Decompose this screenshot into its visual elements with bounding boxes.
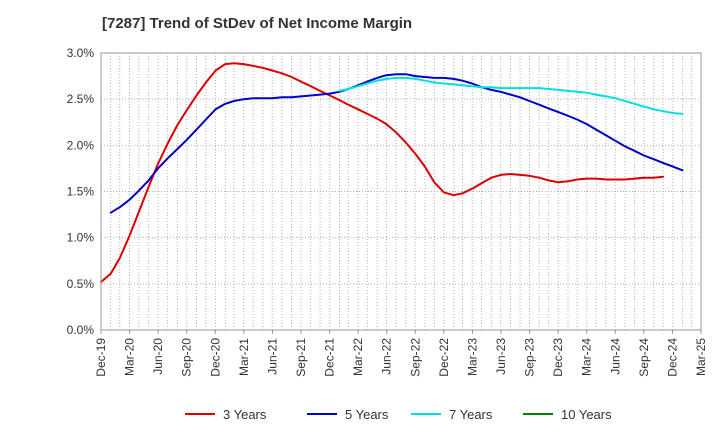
y-tick-label: 3.0% (67, 46, 95, 60)
x-tick-label: Mar-25 (694, 338, 708, 376)
x-tick-label: Mar-22 (351, 338, 365, 376)
x-tick-label: Jun-20 (151, 338, 165, 375)
x-tick-label: Sep-21 (294, 338, 308, 377)
legend: 3 Years 5 Years 7 Years 10 Years (185, 407, 612, 422)
x-tick-label: Mar-23 (465, 338, 479, 376)
series-line-3-years (100, 62, 665, 283)
x-tick-label: Mar-24 (580, 338, 594, 376)
x-tick-label: Jun-23 (494, 338, 508, 375)
x-tick-label: Dec-24 (665, 338, 679, 377)
y-tick-label: 0.0% (67, 323, 95, 337)
legend-label-3-years: 3 Years (223, 407, 267, 422)
x-tick-label: Sep-22 (408, 338, 422, 377)
x-tick-label: Dec-22 (437, 338, 451, 377)
y-tick-label: 2.5% (67, 92, 95, 106)
x-tick-label: Jun-22 (380, 338, 394, 375)
y-axis: 0.0% 0.5% 1.0% 1.5% 2.0% 2.5% 3.0% (67, 46, 95, 337)
x-axis: Dec-19 Mar-20 Jun-20 Sep-20 Dec-20 Mar-21 Jun-… (94, 330, 708, 377)
y-tick-label: 1.5% (67, 185, 95, 199)
legend-label-7-years: 7 Years (449, 407, 493, 422)
x-tick-label: Sep-23 (523, 338, 537, 377)
legend-label-10-years: 10 Years (561, 407, 612, 422)
x-tick-label: Jun-24 (608, 338, 622, 375)
x-tick-label: Sep-20 (180, 338, 194, 377)
x-tick-label: Jun-21 (265, 338, 279, 375)
series-line-7-years (338, 76, 684, 115)
x-tick-label: Dec-21 (323, 338, 337, 377)
x-tick-label: Mar-20 (123, 338, 137, 376)
chart-title: [7287] Trend of StDev of Net Income Marg… (102, 15, 413, 32)
series-line-5-years (109, 73, 684, 214)
y-tick-label: 0.5% (67, 277, 95, 291)
x-tick-label: Sep-24 (637, 338, 651, 377)
series-layer (100, 62, 684, 283)
y-tick-label: 1.0% (67, 231, 95, 245)
x-tick-label: Mar-21 (237, 338, 251, 376)
x-tick-label: Dec-19 (94, 338, 108, 377)
x-tick-label: Dec-20 (208, 338, 222, 377)
y-tick-label: 2.0% (67, 138, 95, 152)
legend-label-5-years: 5 Years (345, 407, 389, 422)
plot-frame (100, 52, 702, 331)
grid-layer (101, 53, 701, 330)
x-tick-label: Dec-23 (551, 338, 565, 377)
